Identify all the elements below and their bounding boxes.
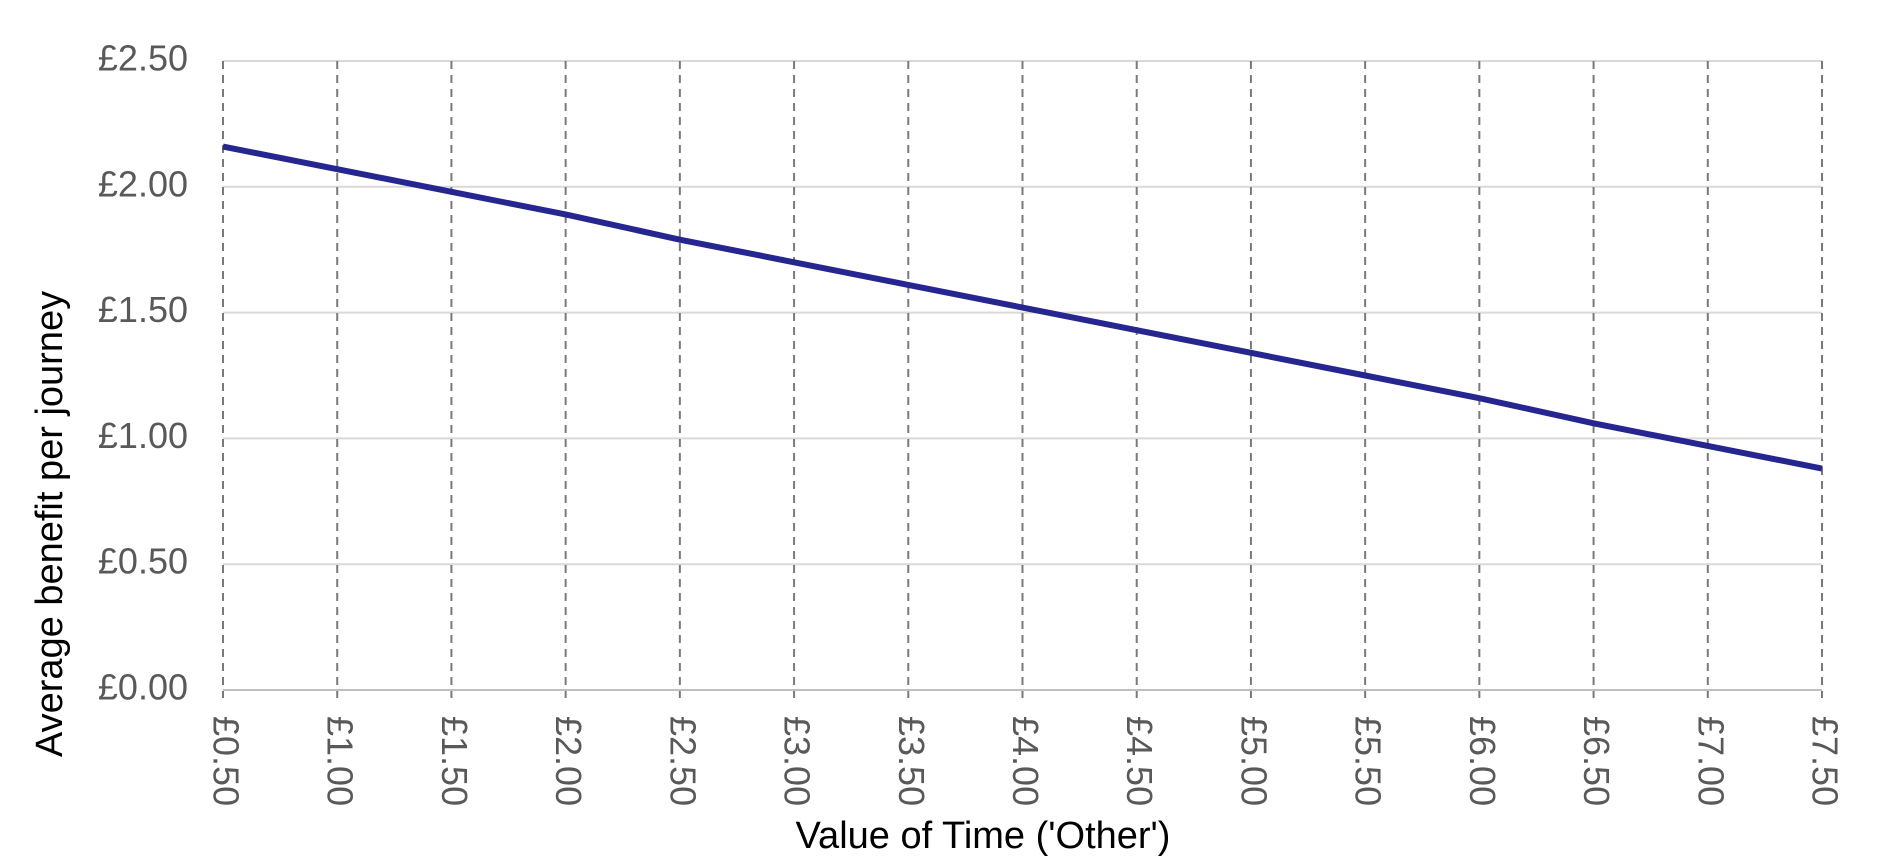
x-tick-label: £1.50 [434, 716, 475, 806]
x-tick-label: £5.50 [1348, 716, 1389, 806]
x-tick-label: £6.50 [1576, 716, 1617, 806]
y-tick-label: £2.50 [98, 38, 188, 79]
x-tick-label: £7.00 [1690, 716, 1731, 806]
x-tick-label: £0.50 [205, 716, 246, 806]
x-tick-label: £2.50 [662, 716, 703, 806]
x-tick-label: £5.00 [1233, 716, 1274, 806]
x-tick-label: £2.00 [548, 716, 589, 806]
x-tick-label: £7.50 [1804, 716, 1845, 806]
y-tick-label: £0.50 [98, 541, 188, 582]
y-tick-label: £0.00 [98, 667, 188, 708]
y-axis-title: Average benefit per journey [29, 291, 71, 757]
line [222, 143, 1823, 472]
y-tick-label: £1.50 [98, 289, 188, 330]
x-tick-label: £3.50 [891, 716, 932, 806]
x-tick-label: £3.00 [777, 716, 818, 806]
x-tick-label: £4.50 [1119, 716, 1160, 806]
y-tick-label: £1.00 [98, 415, 188, 456]
x-tick-label: £6.00 [1462, 716, 1503, 806]
x-tick-label: £1.00 [320, 716, 361, 806]
y-tick-label: £2.00 [98, 163, 188, 204]
x-tick-label: £4.00 [1005, 716, 1046, 806]
x-axis-title: Value of Time ('Other') [796, 815, 1171, 857]
